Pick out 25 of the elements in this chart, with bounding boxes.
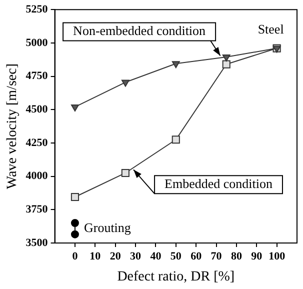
y-tick-label: 3750 [26, 204, 48, 216]
x-tick-label: 0 [72, 250, 78, 262]
annotation: Steel [258, 22, 284, 37]
x-tick-label: 50 [170, 250, 182, 262]
series-label: Grouting [84, 220, 132, 236]
x-tick-label: 70 [210, 250, 222, 262]
y-tick-label: 5250 [26, 3, 48, 16]
x-tick-label: 10 [90, 250, 102, 262]
y-tick-label: 3500 [26, 236, 48, 249]
y-tick-label: 4250 [26, 136, 48, 149]
x-tick-label: 80 [230, 250, 242, 262]
y-tick-label: 4000 [26, 170, 48, 182]
annotation: Non-embedded condition [73, 23, 206, 38]
y-axis-title: Wave velocity [m/sec] [5, 63, 20, 190]
y-tick-label: 4750 [26, 70, 48, 82]
y-tick-label: 4500 [26, 103, 48, 116]
y-tick-label: 5000 [26, 36, 48, 49]
x-tick-label: 20 [110, 250, 122, 262]
x-tick-label: 30 [130, 250, 142, 262]
x-tick-label: 100 [268, 250, 286, 262]
x-tick-label: 40 [150, 250, 162, 262]
x-tick-label: 90 [251, 250, 263, 262]
annotation: Embedded condition [164, 176, 273, 192]
x-tick-label: 60 [190, 250, 202, 262]
x-axis-title: Defect ratio, DR [%] [117, 269, 235, 284]
